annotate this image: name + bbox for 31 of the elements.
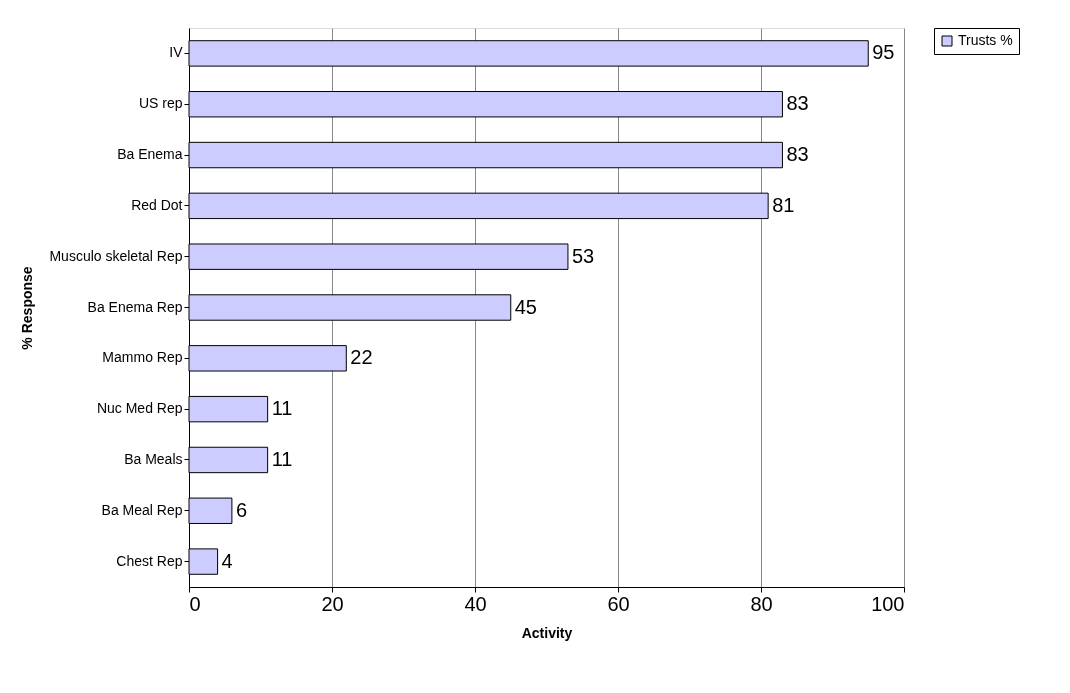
y-tick-label: Ba Enema [117,146,183,163]
data-label: 45 [514,295,537,318]
y-tick-label: Chest Rep [116,552,183,569]
y-tick-label: Nuc Med Rep [96,400,183,417]
y-tick-label: Ba Enema Rep [87,298,183,315]
x-tick-label: 40 [464,592,487,615]
data-label: 53 [571,244,595,267]
y-tick-label: IV [169,44,184,61]
data-label: 95 [872,41,895,64]
x-tick-label: 100 [871,592,905,615]
y-tick-label: Ba Meal Rep [101,501,183,518]
data-label: 4 [221,549,233,572]
legend-label: Trusts % [958,32,1013,48]
data-label: 11 [271,447,293,470]
y-tick-label: US rep [138,95,183,112]
data-label: 83 [786,143,809,166]
data-label: 6 [235,498,248,521]
x-tick-label: 60 [607,592,630,615]
data-label: 81 [772,193,795,216]
x-tick-label: 20 [321,592,344,615]
y-axis-title: % Response [19,266,36,350]
x-axis-title: Activity [521,624,573,641]
x-tick-label: 80 [750,592,773,615]
data-label: 22 [350,346,373,369]
y-tick-label: Ba Meals [124,450,183,467]
y-tick-label: Red Dot [131,196,183,213]
x-tick-label: 0 [189,592,201,615]
data-label: 11 [271,397,293,420]
data-label: 83 [786,92,809,115]
y-tick-label: Musculo skeletal Rep [49,247,183,264]
y-tick-label: Mammo Rep [102,349,183,366]
